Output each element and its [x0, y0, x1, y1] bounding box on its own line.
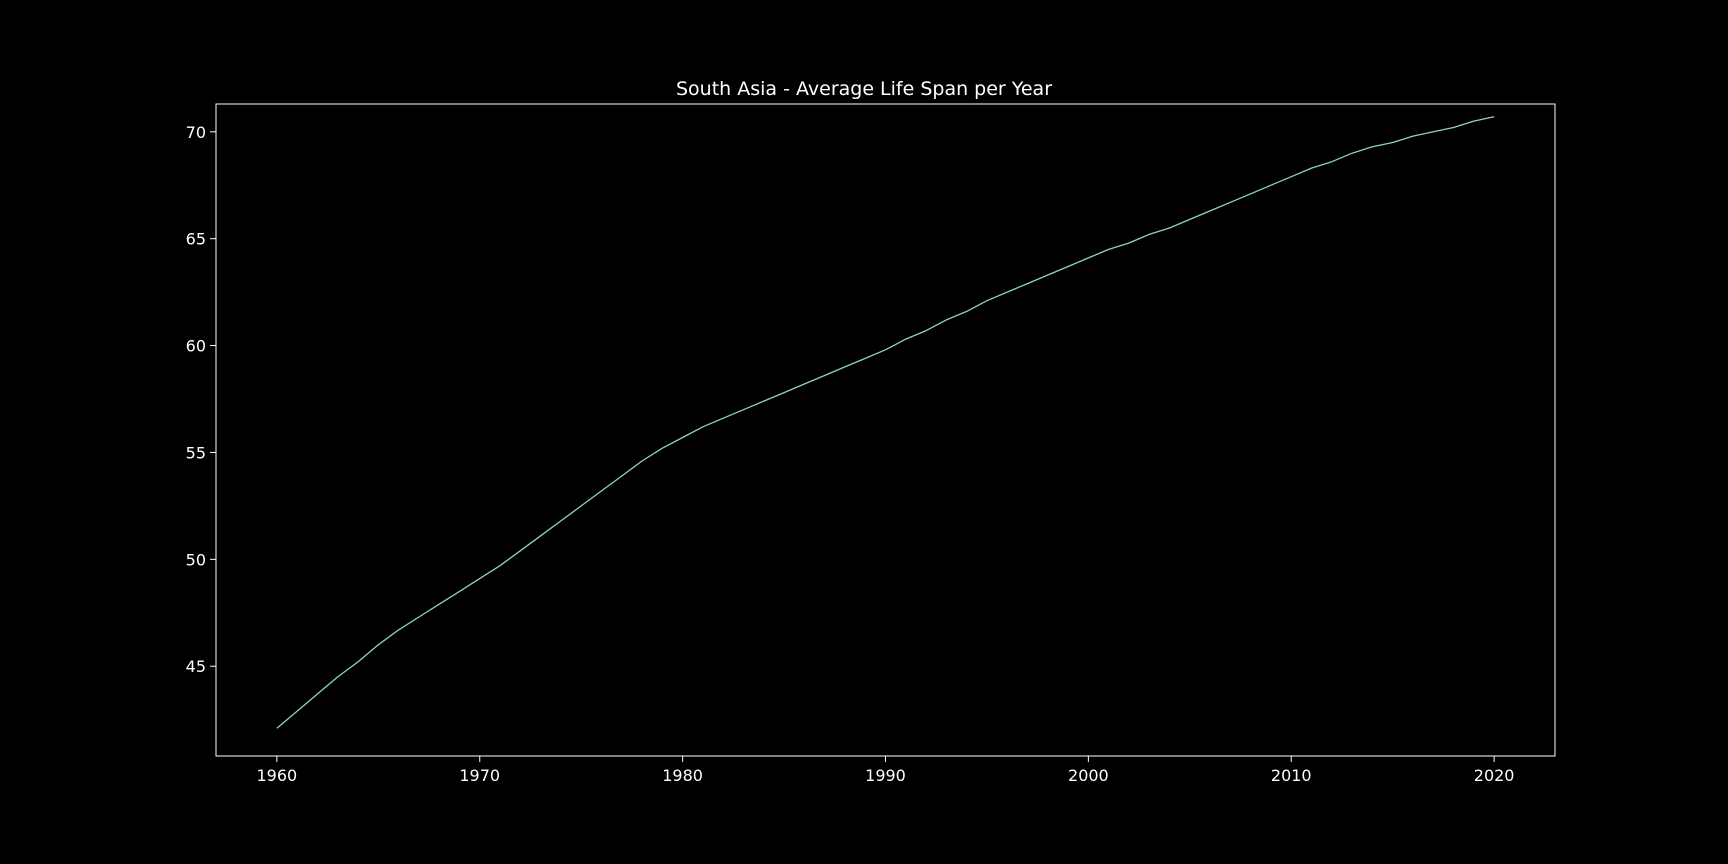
y-tick-label: 55	[186, 443, 206, 462]
chart-title: South Asia - Average Life Span per Year	[675, 78, 1053, 100]
y-tick-label: 65	[186, 230, 206, 249]
x-tick-label: 2000	[1068, 766, 1109, 785]
series-line	[276, 116, 1495, 729]
y-tick-label: 60	[186, 337, 206, 356]
x-tick-label: 1960	[257, 766, 298, 785]
y-tick-label: 70	[186, 123, 206, 142]
x-tick-label: 1970	[459, 766, 500, 785]
axes-frame	[215, 103, 1556, 757]
x-tick-label: 2020	[1474, 766, 1515, 785]
x-tick-label: 1990	[865, 766, 906, 785]
x-tick-label: 1980	[662, 766, 703, 785]
x-tick-label: 2010	[1271, 766, 1312, 785]
y-tick-label: 50	[186, 550, 206, 569]
y-tick-label: 45	[186, 657, 206, 676]
